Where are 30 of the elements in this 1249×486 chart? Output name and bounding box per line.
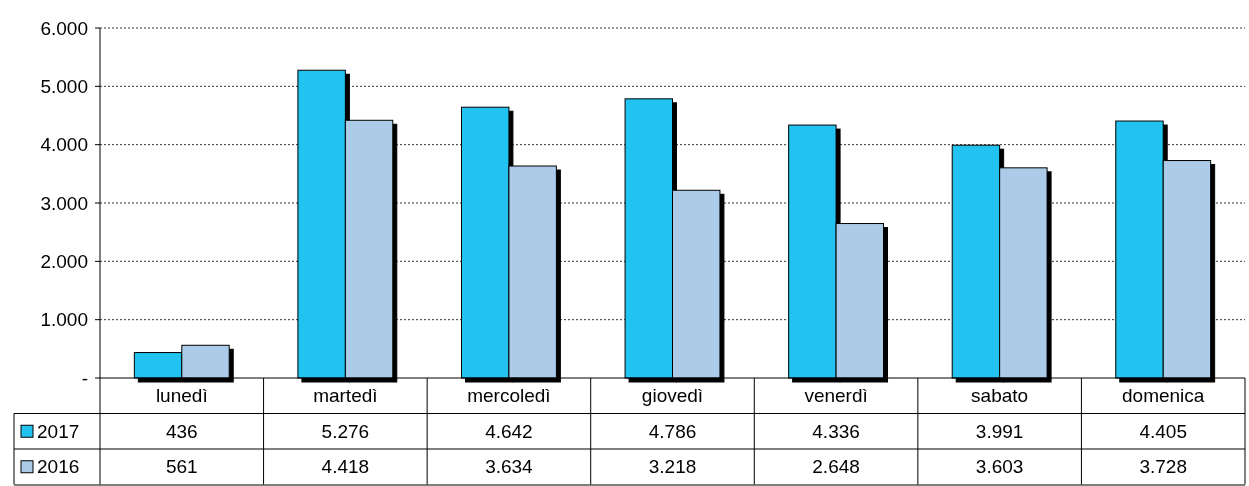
y-tick-label: 2.000 — [40, 250, 88, 272]
legend-label: 2016 — [37, 456, 80, 478]
x-tick-label: domenica — [1122, 385, 1205, 407]
data-label: 4.642 — [485, 420, 533, 442]
data-label: 561 — [165, 456, 198, 478]
data-label: 436 — [165, 420, 198, 442]
data-label: 5.276 — [321, 420, 370, 442]
data-label: 4.405 — [1139, 420, 1187, 442]
data-label: 3.634 — [485, 456, 534, 478]
data-label: 3.991 — [975, 420, 1024, 442]
y-tick-label: 4.000 — [40, 134, 88, 156]
y-tick-label: 6.000 — [40, 17, 88, 39]
x-tick-label: martedì — [313, 385, 378, 407]
y-tick-label: 3.000 — [40, 192, 88, 214]
x-tick-label: venerdì — [804, 385, 868, 407]
x-tick-label: giovedì — [641, 385, 704, 407]
y-tick-label: 1.000 — [40, 309, 88, 331]
x-tick-label: mercoledì — [467, 385, 551, 407]
y-tick-label: - — [81, 367, 88, 389]
data-label: 2.648 — [812, 456, 860, 478]
data-label: 3.728 — [1139, 456, 1187, 478]
y-tick-label: 5.000 — [40, 75, 88, 97]
x-tick-label: sabato — [971, 385, 1029, 407]
data-label: 4.336 — [812, 420, 860, 442]
data-label: 3.218 — [648, 456, 697, 478]
x-tick-label: lunedì — [155, 385, 208, 407]
data-label: 4.786 — [648, 420, 697, 442]
data-label: 4.418 — [321, 456, 370, 478]
data-label: 3.603 — [975, 456, 1024, 478]
legend-label: 2017 — [37, 420, 80, 442]
